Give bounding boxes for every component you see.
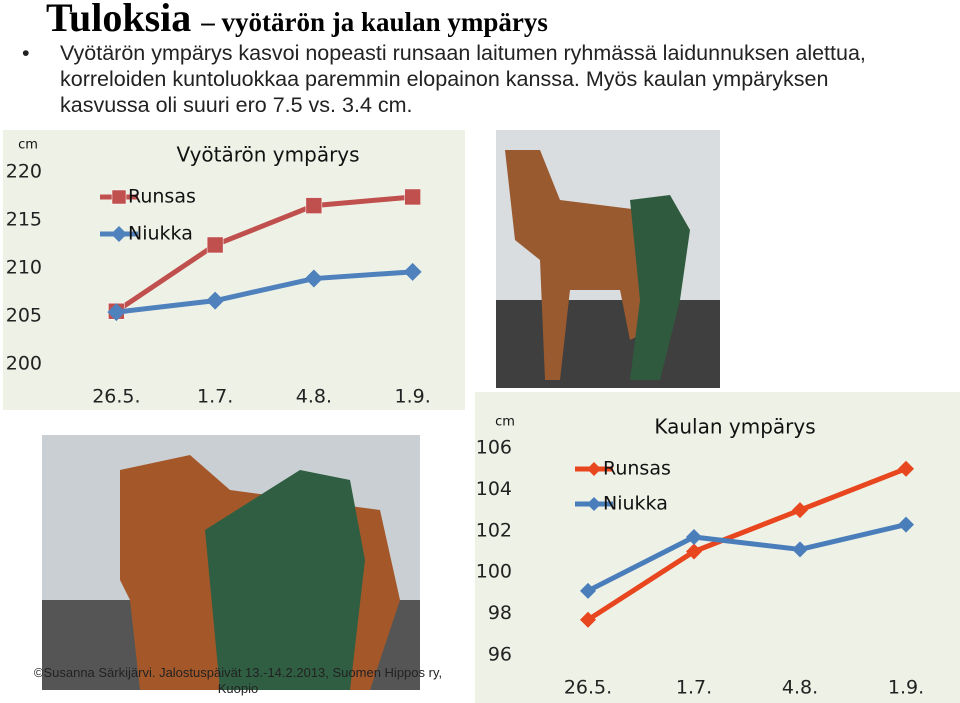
footer: ©Susanna Särkijärvi. Jalostuspäivät 13.-… (33, 665, 443, 696)
y-tick-label: 102 (476, 519, 512, 541)
y-tick-label: 200 (6, 353, 42, 375)
title-sub: – vyötärön ja kaulan ympärys (201, 7, 548, 37)
y-tick-label: 100 (476, 561, 512, 583)
y-tick-label: 205 (6, 305, 42, 327)
marker (686, 543, 702, 560)
marker (111, 189, 127, 205)
series-line (114, 194, 413, 314)
chart-background (3, 130, 465, 410)
y-axis-label: cm (495, 415, 515, 430)
marker (304, 269, 323, 288)
marker (898, 460, 914, 477)
marker (206, 236, 224, 254)
chart-background (475, 392, 960, 703)
y-tick-label: 210 (6, 257, 42, 279)
y-tick-label: 220 (6, 161, 42, 183)
legend-label: Runsas (128, 186, 196, 208)
x-tick-label: 1.9. (394, 386, 430, 408)
photo (496, 130, 720, 388)
chart-title: Vyötärön ympärys (176, 143, 359, 167)
y-tick-label: 96 (488, 644, 512, 666)
x-tick-label: 4.8. (296, 386, 332, 408)
title: Tuloksia – vyötärön ja kaulan ympärys (46, 0, 548, 41)
marker (587, 497, 601, 511)
marker (206, 291, 225, 310)
series-line (116, 269, 413, 315)
y-tick-label: 98 (488, 602, 512, 624)
legend-label: Niukka (128, 223, 193, 245)
marker (305, 197, 323, 214)
x-tick-label: 1.7. (676, 677, 712, 699)
x-tick-label: 1.9. (888, 677, 924, 699)
marker (792, 502, 808, 519)
y-tick-label: 106 (476, 437, 512, 459)
marker (107, 303, 126, 322)
title-main: Tuloksia (46, 0, 192, 40)
photo (42, 435, 420, 690)
marker (686, 529, 702, 546)
marker (792, 541, 808, 558)
bullet-dot: • (22, 41, 30, 65)
marker (404, 188, 421, 206)
bullet-text: Vyötärön ympärys kasvoi nopeasti runsaan… (60, 41, 866, 117)
marker (898, 516, 914, 533)
marker (580, 611, 596, 628)
y-tick-label: 215 (6, 209, 42, 231)
x-tick-label: 4.8. (782, 677, 818, 699)
series-line (586, 522, 907, 594)
x-tick-label: 26.5. (564, 677, 612, 699)
y-axis-label: cm (18, 138, 38, 153)
marker (403, 262, 422, 281)
bullet: • Vyötärön ympärys kasvoi nopeasti runsaa… (22, 40, 902, 118)
series-line (586, 466, 907, 622)
x-tick-label: 26.5. (92, 386, 140, 408)
y-tick-label: 104 (476, 478, 512, 500)
legend-label: Niukka (603, 493, 668, 515)
marker (587, 462, 601, 476)
legend-label: Runsas (603, 458, 671, 480)
chart-title: Kaulan ympärys (654, 415, 815, 439)
marker (111, 226, 127, 242)
marker (580, 582, 596, 599)
x-tick-label: 1.7. (197, 386, 233, 408)
